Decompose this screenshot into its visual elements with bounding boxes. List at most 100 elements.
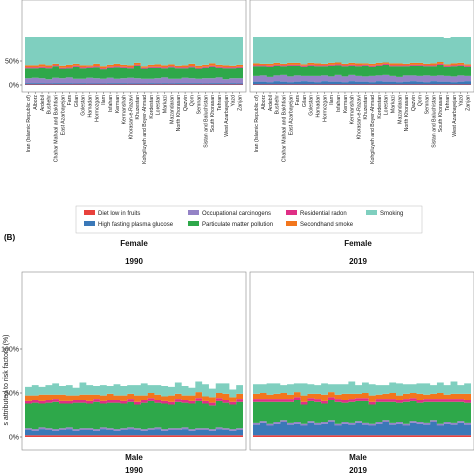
area-smoking xyxy=(25,381,243,398)
strip-label-male: Male xyxy=(349,453,367,462)
x-tick-label: Chahar Mahaal and Bakhtiari xyxy=(53,95,59,162)
area-smoking xyxy=(253,37,471,65)
x-tick-label: Ardebil xyxy=(268,95,274,111)
strip-label-male-2019: 2019 xyxy=(349,466,367,474)
x-tick-label: Bushehr xyxy=(275,95,281,115)
area-secondhand-smoke xyxy=(25,392,243,403)
x-tick-label: Khuzestan xyxy=(363,95,369,120)
x-tick-label: Chahar Mahaal and Bakhtiari xyxy=(281,95,287,162)
legend-frame xyxy=(75,205,423,234)
area-particulate-matter-pollution xyxy=(253,64,471,77)
x-tick-label: Yazd xyxy=(231,95,237,107)
x-tick-label: Kerman xyxy=(343,95,349,113)
x-tick-label: Qom xyxy=(190,95,196,106)
x-tick-label: Kermanshah xyxy=(122,95,128,125)
x-tick-label: Lorestan xyxy=(156,95,162,115)
legend-item-smoking: Smoking xyxy=(366,210,403,217)
x-tick-label: South Khorasan xyxy=(210,95,216,132)
y-axis-title: s attributed to risk factors (%) xyxy=(3,334,10,425)
x-tick-label: Kordestan xyxy=(149,95,155,119)
strip-label-male: Male xyxy=(125,453,143,462)
legend-label: Smoking xyxy=(380,211,403,217)
legend-swatch xyxy=(84,210,95,215)
legend-swatch xyxy=(188,210,199,215)
legend-item-residential-radon: Residential radon xyxy=(286,210,347,217)
x-tick-label: Mazandaran xyxy=(397,95,403,124)
y-tick-label: 0% xyxy=(9,82,19,89)
area-diet-low-in-fruits xyxy=(25,435,243,437)
legend-swatch xyxy=(84,221,95,226)
panels-layer: 0%50%Iran (Islamic Republic of) Alborz Ard… xyxy=(1,0,474,451)
x-tick-label: East Azarbayejan xyxy=(288,95,294,135)
x-tick-label: Golestan xyxy=(81,95,87,116)
x-tick-label: Semnan xyxy=(425,95,431,114)
x-tick-label: Ilam xyxy=(101,95,107,105)
x-tick-label: Markazi xyxy=(390,95,396,113)
legend: Diet low in fruits High fasting plasma gl… xyxy=(75,205,423,234)
x-tick-label: Hormozgan xyxy=(322,95,328,122)
x-tick-label: Mazandaran xyxy=(169,95,175,124)
area-smoking xyxy=(253,381,471,396)
x-tick-label: Isfahan xyxy=(108,95,114,112)
x-tick-label: West Azarbayejan xyxy=(224,95,230,137)
y-tick-label: 50% xyxy=(5,390,19,397)
panel-2 xyxy=(249,0,474,93)
x-tick-label: Hamadan xyxy=(88,95,94,118)
legend-swatch xyxy=(286,221,297,226)
x-tick-label: Yazd xyxy=(459,95,465,107)
x-tick-label: Gilan xyxy=(302,95,308,107)
panel-3 xyxy=(21,271,247,451)
legend-label: Particulate matter pollution xyxy=(202,222,273,228)
x-tick-label: Khuzestan xyxy=(135,95,141,120)
x-tick-label: Golestan xyxy=(309,95,315,116)
x-tick-label: Tehran xyxy=(445,95,451,111)
legend-item-diet-low-in-fruits: Diet low in fruits xyxy=(84,210,140,217)
x-tick-label: Alborz xyxy=(33,95,39,110)
x-tick-label: Kermanshah xyxy=(350,95,356,125)
x-tick-label: Kohgiluyeh and Boyer-Ahmad xyxy=(370,95,376,164)
legend-item-high-fasting-plasma-glucose: High fasting plasma glucose xyxy=(84,221,174,228)
x-tick-label: Iran (Islamic Republic of) xyxy=(254,95,260,153)
x-tick-label: Semnan xyxy=(197,95,203,114)
strip-label-female: Female xyxy=(344,239,372,248)
x-tick-label: Iran (Islamic Republic of) xyxy=(26,95,32,153)
x-tick-label: Kordestan xyxy=(377,95,383,119)
x-tick-label: West Azarbayejan xyxy=(452,95,458,137)
x-tick-label: Ilam xyxy=(329,95,335,105)
x-tick-label: Lorestan xyxy=(384,95,390,115)
y-tick-label: 100% xyxy=(1,346,19,353)
y-tick-label: 50% xyxy=(5,58,19,65)
legend-label: Occupational carcinogens xyxy=(202,211,271,217)
x-tick-label: Khorasan-e-Razavi xyxy=(128,95,134,139)
legend-swatch xyxy=(366,210,377,215)
strip-label-male-1990: 1990 xyxy=(125,466,143,474)
x-tick-label: Sistan and Baluchistan xyxy=(203,95,209,148)
x-tick-label: Gilan xyxy=(74,95,80,107)
x-tick-label: Markazi xyxy=(162,95,168,113)
x-tick-label: Bushehr xyxy=(47,95,53,115)
legend-item-secondhand-smoke: Secondhand smoke xyxy=(286,221,354,228)
panel-1 xyxy=(21,0,247,93)
legend-label: Residential radon xyxy=(300,211,347,217)
section-label: (B) xyxy=(4,233,15,242)
area-high-fasting-plasma-glucose xyxy=(253,81,471,85)
x-tick-label: Qom xyxy=(418,95,424,106)
x-tick-label: North Khorasan xyxy=(404,95,410,131)
legend-item-occupational-carcinogens: Occupational carcinogens xyxy=(188,210,271,217)
area-particulate-matter-pollution xyxy=(253,400,471,424)
x-tick-label: Kerman xyxy=(115,95,121,113)
strip-label-female-2019: 2019 xyxy=(349,257,367,266)
area-diet-low-in-fruits xyxy=(253,435,471,437)
area-occupational-carcinogens xyxy=(25,77,243,84)
legend-label: Secondhand smoke xyxy=(300,222,354,228)
x-tick-label: Hormozgan xyxy=(94,95,100,122)
x-tick-label: Kohgiluyeh and Boyer-Ahmad xyxy=(142,95,148,164)
area-occupational-carcinogens xyxy=(253,74,471,83)
strip-label-female-1990: 1990 xyxy=(125,257,143,266)
x-tick-label: Tehran xyxy=(217,95,223,111)
x-tick-label: Fars xyxy=(295,95,301,106)
legend-item-particulate-matter-pollution: Particulate matter pollution xyxy=(188,221,273,228)
legend-label: Diet low in fruits xyxy=(98,211,140,217)
y-tick-label: 0% xyxy=(9,434,19,441)
